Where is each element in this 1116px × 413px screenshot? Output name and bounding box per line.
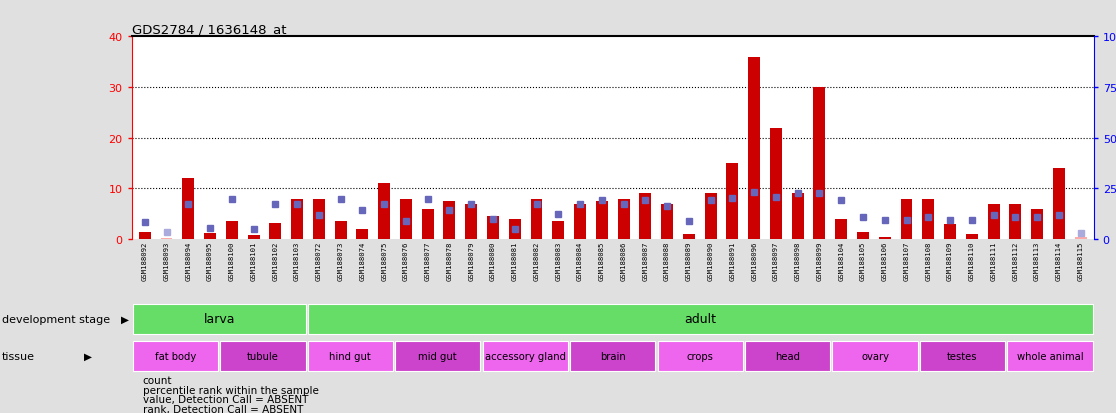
Text: crops: crops xyxy=(686,351,713,361)
Bar xyxy=(204,233,217,240)
Bar xyxy=(487,217,499,240)
Text: value, Detection Call = ABSENT: value, Detection Call = ABSENT xyxy=(143,394,308,404)
Bar xyxy=(312,199,325,240)
Bar xyxy=(857,232,869,240)
Bar xyxy=(1009,204,1021,240)
Text: testes: testes xyxy=(947,351,978,361)
Bar xyxy=(1075,237,1087,240)
Text: ▶: ▶ xyxy=(121,314,128,324)
Bar xyxy=(133,304,306,334)
Bar xyxy=(814,88,826,240)
Bar xyxy=(400,199,412,240)
Bar xyxy=(657,342,743,371)
Text: adult: adult xyxy=(684,313,716,325)
Bar xyxy=(530,199,542,240)
Bar xyxy=(835,219,847,240)
Bar xyxy=(727,164,739,240)
Bar xyxy=(922,199,934,240)
Bar xyxy=(901,199,913,240)
Text: larva: larva xyxy=(203,313,234,325)
Bar xyxy=(378,184,391,240)
Bar xyxy=(683,235,695,240)
Bar xyxy=(509,219,521,240)
Text: hind gut: hind gut xyxy=(329,351,372,361)
Text: percentile rank within the sample: percentile rank within the sample xyxy=(143,385,319,395)
Bar xyxy=(482,342,568,371)
Text: development stage: development stage xyxy=(2,314,110,324)
Bar xyxy=(161,238,173,240)
Bar xyxy=(878,237,891,240)
Bar xyxy=(395,342,480,371)
Bar xyxy=(182,179,194,240)
Bar xyxy=(220,342,306,371)
Bar xyxy=(833,342,917,371)
Bar xyxy=(661,204,673,240)
Text: fat body: fat body xyxy=(155,351,196,361)
Bar xyxy=(138,232,151,240)
Bar xyxy=(791,194,804,240)
Text: tubule: tubule xyxy=(247,351,279,361)
Bar xyxy=(748,57,760,240)
Bar xyxy=(465,204,478,240)
Bar xyxy=(335,222,347,240)
Text: brain: brain xyxy=(599,351,626,361)
Bar xyxy=(965,235,978,240)
Text: head: head xyxy=(776,351,800,361)
Text: ▶: ▶ xyxy=(84,351,92,361)
Text: whole animal: whole animal xyxy=(1017,351,1084,361)
Bar xyxy=(552,222,565,240)
Bar xyxy=(1008,342,1093,371)
Bar xyxy=(308,342,393,371)
Bar xyxy=(356,230,368,240)
Bar xyxy=(704,194,716,240)
Bar xyxy=(920,342,1006,371)
Bar xyxy=(745,342,830,371)
Bar xyxy=(422,209,434,240)
Bar xyxy=(574,204,586,240)
Bar xyxy=(248,235,260,240)
Bar xyxy=(944,224,956,240)
Bar xyxy=(291,199,304,240)
Text: accessory gland: accessory gland xyxy=(484,351,566,361)
Text: ovary: ovary xyxy=(862,351,889,361)
Text: count: count xyxy=(143,375,172,385)
Bar xyxy=(443,202,455,240)
Bar xyxy=(225,222,238,240)
Bar xyxy=(269,223,281,240)
Bar xyxy=(133,342,218,371)
Text: rank, Detection Call = ABSENT: rank, Detection Call = ABSENT xyxy=(143,404,304,413)
Bar xyxy=(596,202,608,240)
Bar xyxy=(570,342,655,371)
Bar xyxy=(988,204,1000,240)
Text: GDS2784 / 1636148_at: GDS2784 / 1636148_at xyxy=(132,23,286,36)
Bar xyxy=(617,199,629,240)
Text: tissue: tissue xyxy=(2,351,36,361)
Bar xyxy=(639,194,652,240)
Bar xyxy=(770,128,782,240)
Bar xyxy=(1052,169,1065,240)
Bar xyxy=(308,304,1093,334)
Text: mid gut: mid gut xyxy=(418,351,458,361)
Bar xyxy=(1031,209,1043,240)
